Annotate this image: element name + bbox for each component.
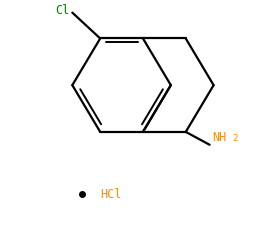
Text: Cl: Cl — [56, 4, 70, 17]
Text: 2: 2 — [233, 134, 238, 143]
Text: HCl: HCl — [100, 188, 122, 201]
Text: NH: NH — [213, 131, 227, 144]
